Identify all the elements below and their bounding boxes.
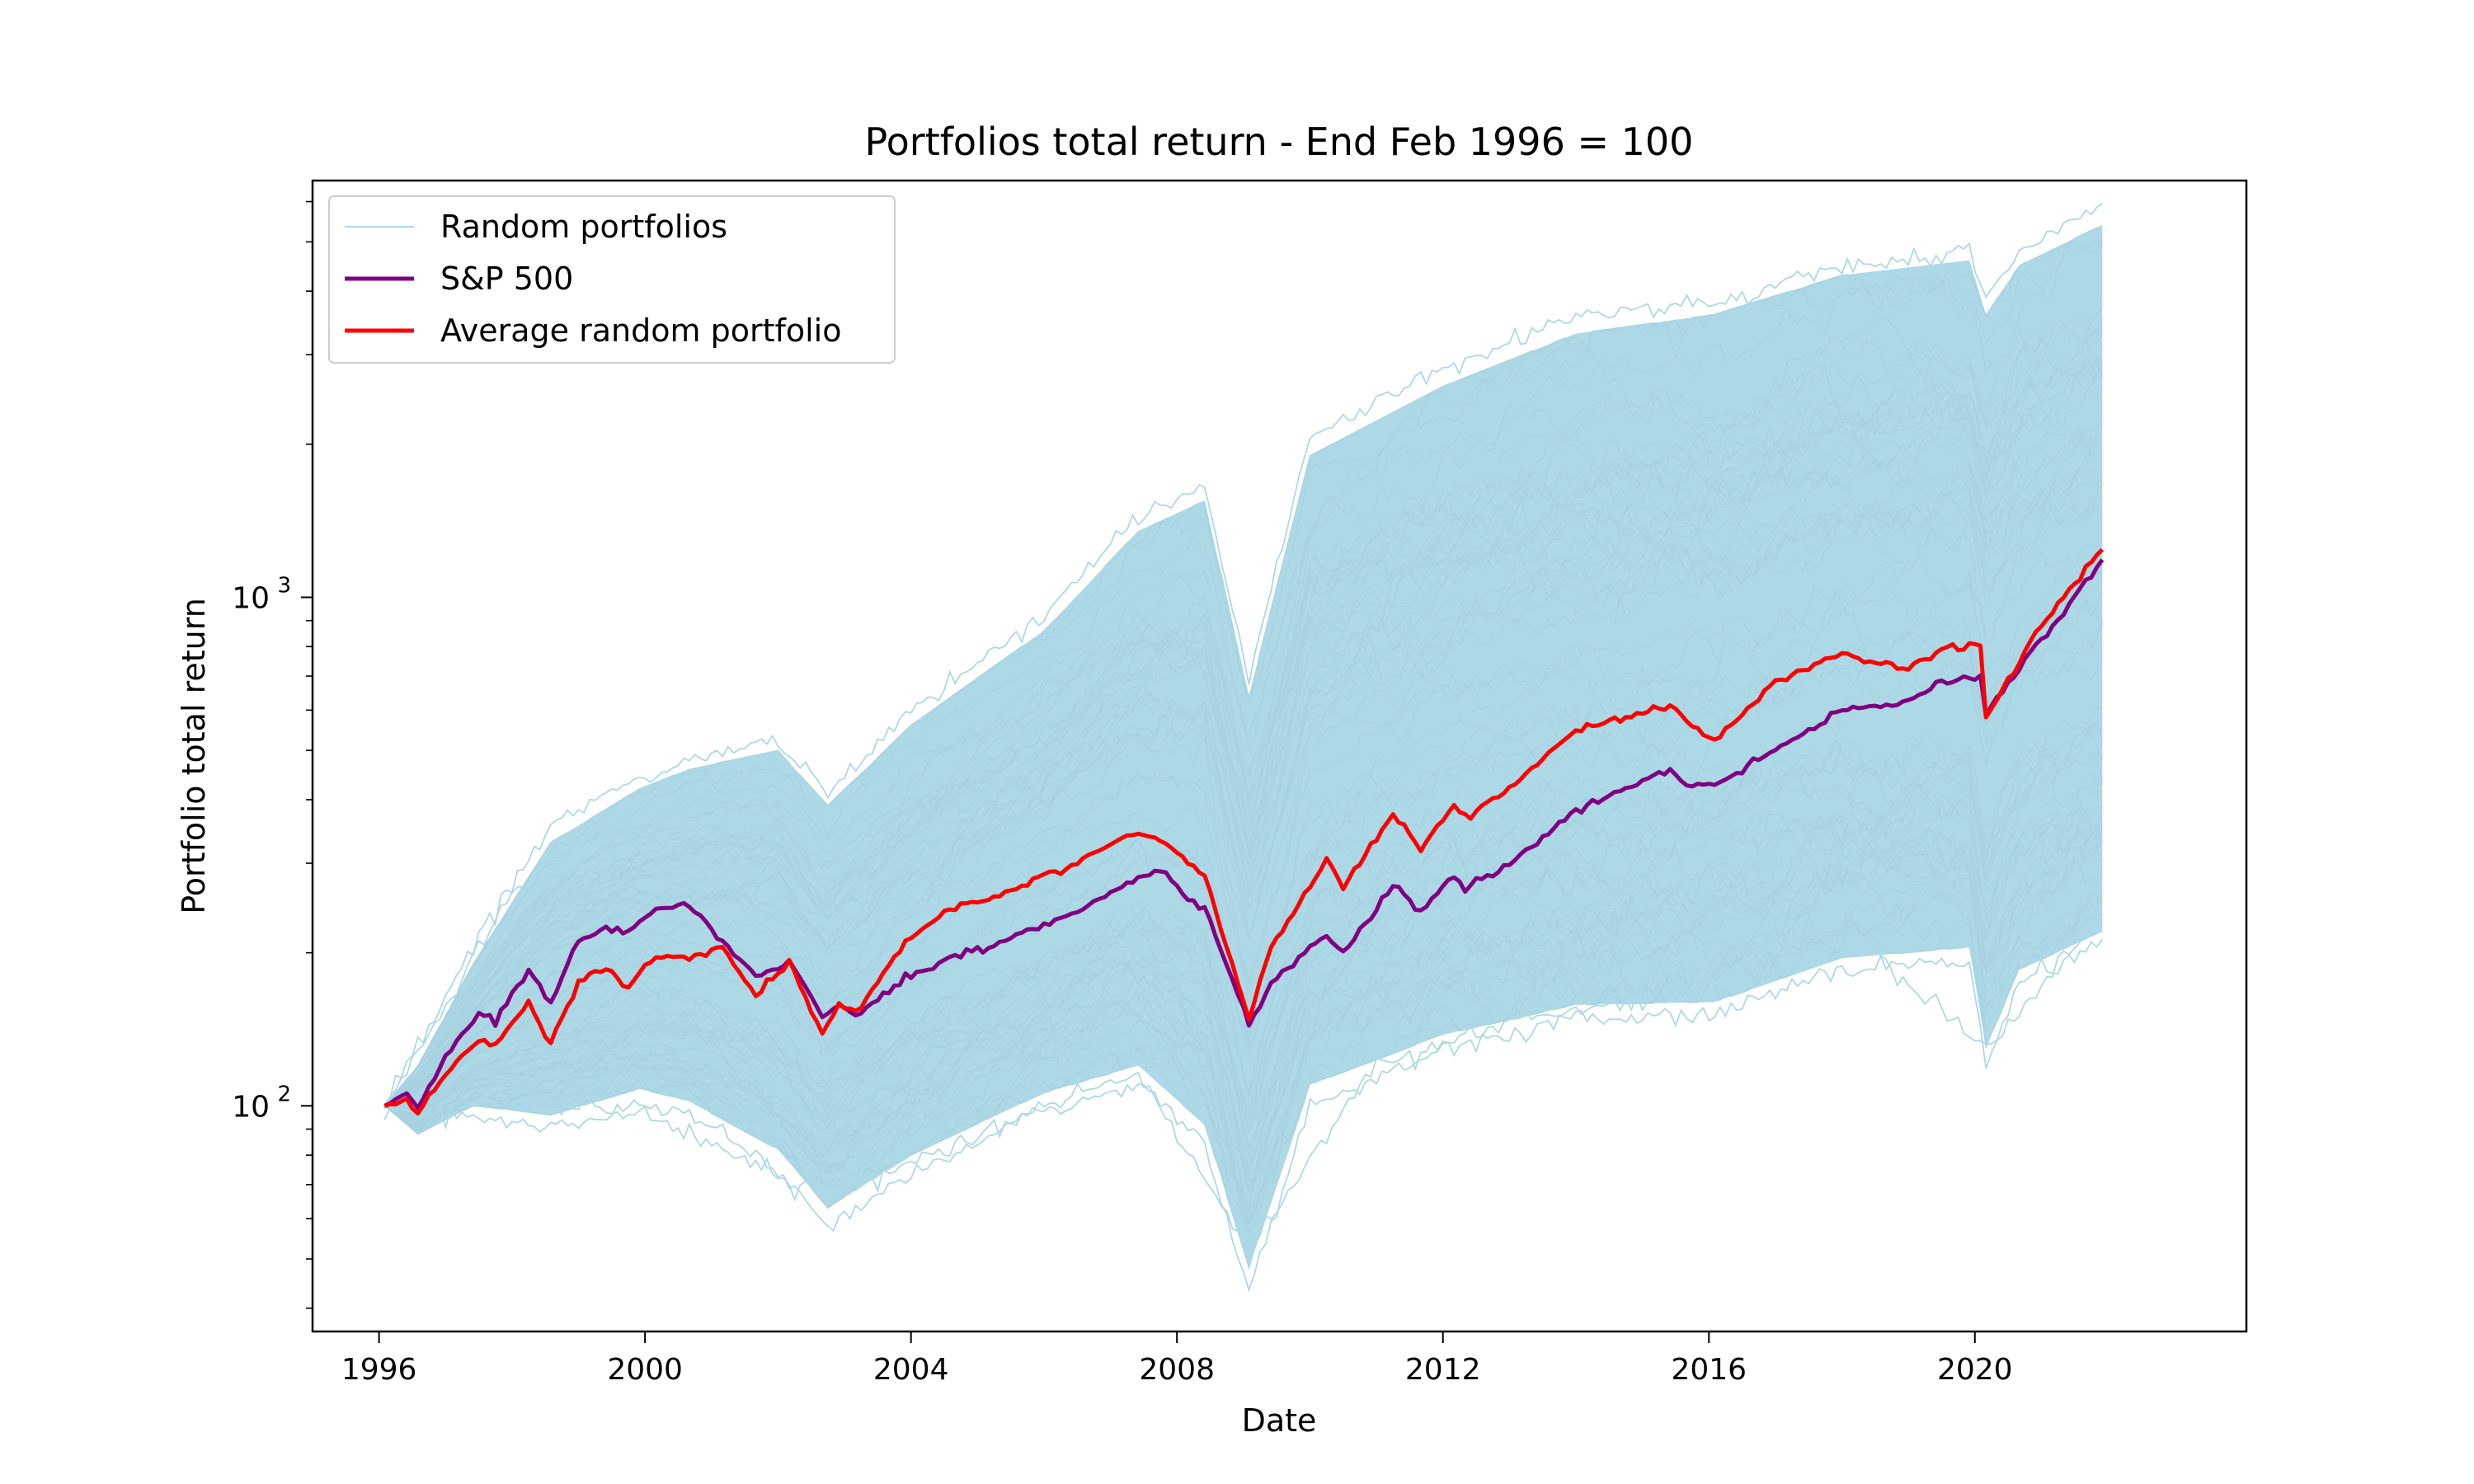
random-portfolio-line bbox=[384, 434, 2103, 1106]
plot-area bbox=[383, 203, 2105, 1293]
random-portfolio-line bbox=[384, 753, 2103, 1153]
x-tick-label: 2020 bbox=[1937, 1353, 2013, 1387]
random-portfolio-line bbox=[384, 807, 2103, 1158]
random-portfolio-line bbox=[383, 227, 2103, 1106]
random-portfolio-line bbox=[383, 240, 2103, 1106]
random-portfolio-line bbox=[383, 416, 2103, 1106]
legend: Random portfolios S&P 500 Average random… bbox=[328, 195, 896, 364]
x-axis: 1996 2000 2004 2008 2012 2016 2020 bbox=[341, 1331, 2013, 1387]
x-tick-label: 1996 bbox=[341, 1353, 417, 1387]
random-portfolio-outer-line bbox=[383, 255, 2103, 1106]
y-axis-label: Portfolio total return bbox=[176, 598, 212, 914]
random-portfolio-line bbox=[383, 357, 2103, 1106]
random-portfolio-line bbox=[383, 303, 2103, 1106]
random-portfolio-line bbox=[383, 373, 2103, 1106]
random-portfolio-outer-line bbox=[383, 203, 2103, 1110]
y-tick-label: 10 bbox=[232, 582, 270, 616]
random-portfolio-line bbox=[383, 872, 2103, 1223]
random-portfolio-line bbox=[383, 354, 2103, 1106]
random-portfolio-outer-line bbox=[383, 939, 2104, 1293]
y-tick-exponent: 3 bbox=[277, 574, 291, 599]
random-portfolio-line bbox=[384, 543, 2103, 1106]
random-portfolio-line bbox=[383, 857, 2103, 1176]
random-portfolio-line bbox=[383, 475, 2103, 1106]
random-portfolio-line bbox=[384, 452, 2103, 1106]
random-portfolio-line bbox=[384, 771, 2103, 1121]
random-portfolio-line bbox=[383, 464, 2103, 1106]
random-portfolio-line bbox=[383, 421, 2103, 1106]
random-portfolio-line bbox=[383, 358, 2103, 1106]
chart-title: Portfolios total return - End Feb 1996 =… bbox=[865, 120, 1694, 164]
x-tick-label: 2008 bbox=[1139, 1353, 1215, 1387]
x-tick-label: 2000 bbox=[607, 1353, 683, 1387]
random-portfolio-line bbox=[383, 876, 2103, 1224]
random-portfolio-line bbox=[384, 721, 2103, 1115]
legend-label-average-random-portfolio: Average random portfolio bbox=[440, 312, 841, 349]
x-tick-label: 2016 bbox=[1671, 1353, 1747, 1387]
random-portfolio-line bbox=[384, 493, 2103, 1106]
legend-box bbox=[328, 195, 896, 364]
random-portfolio-line bbox=[384, 591, 2103, 1106]
random-portfolio-outer-line bbox=[384, 913, 2104, 1255]
random-portfolio-line bbox=[383, 830, 2103, 1213]
plot-frame bbox=[311, 179, 2248, 1333]
y-axis: 10 2 10 3 bbox=[232, 200, 313, 1309]
x-axis-label: Date bbox=[1242, 1402, 1317, 1439]
random-portfolio-line bbox=[383, 841, 2103, 1183]
random-portfolio-line bbox=[383, 319, 2103, 1106]
x-tick-label: 2004 bbox=[873, 1353, 949, 1387]
random-portfolio-line bbox=[383, 822, 2103, 1211]
y-tick-label: 10 bbox=[232, 1090, 270, 1124]
random-portfolio-line bbox=[383, 909, 2103, 1270]
y-tick-exponent: 2 bbox=[277, 1082, 291, 1106]
legend-label-random-portfolios: Random portfolios bbox=[440, 209, 727, 245]
random-portfolio-line bbox=[383, 336, 2103, 1106]
random-portfolio-line bbox=[383, 799, 2103, 1131]
random-portfolio-line bbox=[384, 620, 2103, 1109]
random-portfolio-line bbox=[383, 432, 2103, 1106]
random-portfolio-line bbox=[383, 829, 2103, 1192]
series-line-average-random-portfolio bbox=[383, 547, 2105, 1115]
random-portfolio-line bbox=[384, 740, 2103, 1131]
random-portfolios-band bbox=[384, 224, 2103, 1268]
random-portfolio-line bbox=[384, 727, 2103, 1115]
x-tick-label: 2012 bbox=[1405, 1353, 1481, 1387]
random-portfolio-line bbox=[384, 655, 2103, 1111]
legend-label-sp500: S&P 500 bbox=[440, 261, 573, 297]
random-portfolio-line bbox=[384, 566, 2103, 1106]
random-portfolio-line bbox=[384, 482, 2103, 1106]
random-portfolio-line bbox=[383, 902, 2103, 1227]
random-portfolio-line bbox=[383, 362, 2103, 1106]
